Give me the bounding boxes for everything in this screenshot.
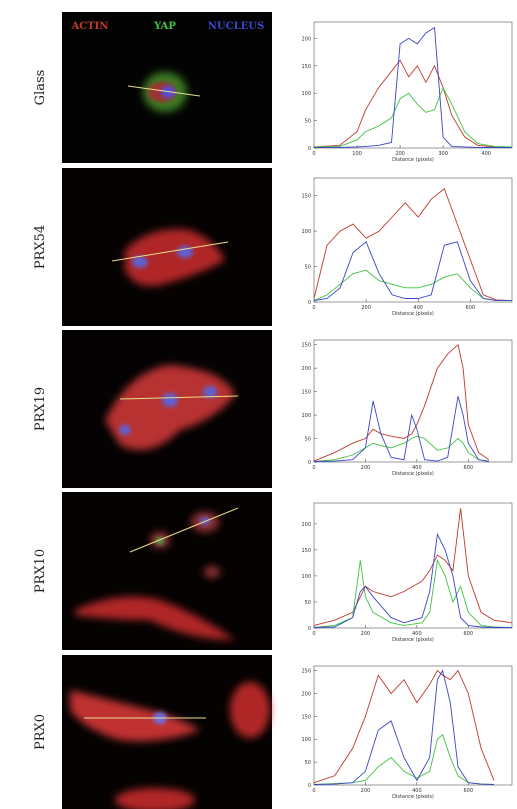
profile-line <box>313 59 512 148</box>
legend-label: ACTIN <box>71 21 109 32</box>
plot-frame <box>313 21 513 149</box>
y-tick-label: 0 <box>308 783 311 789</box>
legend-label: YAP <box>153 21 176 32</box>
x-axis-label: Distance (pixels) <box>392 637 434 643</box>
plot-frame <box>313 177 513 303</box>
x-tick-label: 200 <box>361 631 371 637</box>
y-tick-label: 200 <box>301 36 311 42</box>
x-tick-label: 400 <box>412 465 422 471</box>
row-label: PRX19 <box>33 387 48 431</box>
x-tick-label: 600 <box>464 788 474 794</box>
profile-line <box>313 86 513 148</box>
x-axis-label: Distance (pixels) <box>392 311 434 317</box>
x-tick-label: 400 <box>481 151 491 157</box>
y-tick-label: 50 <box>305 600 311 606</box>
profile-line <box>313 241 512 302</box>
profile-line <box>313 187 513 302</box>
y-tick-label: 100 <box>301 413 311 419</box>
profile-line <box>313 269 512 302</box>
y-tick-label: 150 <box>301 194 311 200</box>
y-tick-label: 0 <box>308 460 311 466</box>
x-tick-label: 0 <box>312 305 315 311</box>
micrograph <box>62 492 272 650</box>
x-tick-label: 200 <box>395 151 405 157</box>
y-tick-label: 150 <box>301 390 311 396</box>
x-axis-label: Distance (pixels) <box>392 471 434 477</box>
x-tick-label: 0 <box>312 151 315 157</box>
y-tick-label: 200 <box>301 366 311 372</box>
profile-line <box>313 669 495 785</box>
y-tick-label: 0 <box>308 626 311 632</box>
row-label: PRX10 <box>33 549 48 593</box>
y-tick-label: 50 <box>305 437 311 443</box>
micrograph <box>62 330 272 488</box>
row-label: PRX54 <box>33 225 48 269</box>
x-axis-label: Distance (pixels) <box>392 794 434 800</box>
x-tick-label: 300 <box>438 151 448 157</box>
y-tick-label: 150 <box>301 548 311 554</box>
micrograph <box>62 655 272 809</box>
x-tick-label: 400 <box>412 788 422 794</box>
y-tick-label: 50 <box>305 265 311 271</box>
y-tick-label: 0 <box>308 300 311 306</box>
y-tick-label: 150 <box>301 64 311 70</box>
legend-label: NUCLEUS <box>208 21 264 32</box>
x-tick-label: 200 <box>361 788 371 794</box>
profile-line <box>313 343 490 462</box>
profile-line <box>313 435 489 462</box>
y-tick-label: 100 <box>301 91 311 97</box>
x-tick-label: 600 <box>464 631 474 637</box>
micrograph <box>62 12 272 163</box>
profile-line <box>313 669 495 784</box>
x-tick-label: 100 <box>352 151 362 157</box>
profile-line <box>313 396 489 462</box>
y-tick-label: 100 <box>301 229 311 235</box>
x-tick-label: 0 <box>312 788 315 794</box>
y-tick-label: 0 <box>308 146 311 152</box>
micrograph <box>62 168 272 326</box>
y-tick-label: 200 <box>301 691 311 697</box>
row-label: Glass <box>33 70 48 106</box>
y-tick-label: 100 <box>301 737 311 743</box>
x-tick-label: 400 <box>412 631 422 637</box>
y-tick-label: 250 <box>301 669 311 675</box>
x-tick-label: 0 <box>312 465 315 471</box>
plot-frame <box>313 339 513 463</box>
profile-line <box>314 26 512 148</box>
y-tick-label: 200 <box>301 522 311 528</box>
y-tick-label: 150 <box>301 714 311 720</box>
plot-frame <box>313 502 513 629</box>
y-tick-label: 250 <box>301 343 311 349</box>
x-tick-label: 0 <box>312 631 315 637</box>
profile-line <box>313 558 513 628</box>
x-tick-label: 400 <box>413 305 423 311</box>
x-tick-label: 200 <box>361 465 371 471</box>
row-label: PRX0 <box>33 714 48 750</box>
profile-line <box>313 733 495 785</box>
x-tick-label: 200 <box>361 305 371 311</box>
legend: ACTIN YAP NUCLEUS <box>71 21 265 32</box>
x-tick-label: 600 <box>466 305 476 311</box>
x-axis-label: Distance (pixels) <box>392 157 434 163</box>
y-tick-label: 100 <box>301 574 311 580</box>
y-tick-label: 50 <box>305 119 311 125</box>
x-tick-label: 600 <box>464 465 474 471</box>
plot-frame <box>313 665 513 786</box>
profile-line <box>313 508 513 626</box>
profile-line <box>313 532 512 628</box>
y-tick-label: 50 <box>305 760 311 766</box>
